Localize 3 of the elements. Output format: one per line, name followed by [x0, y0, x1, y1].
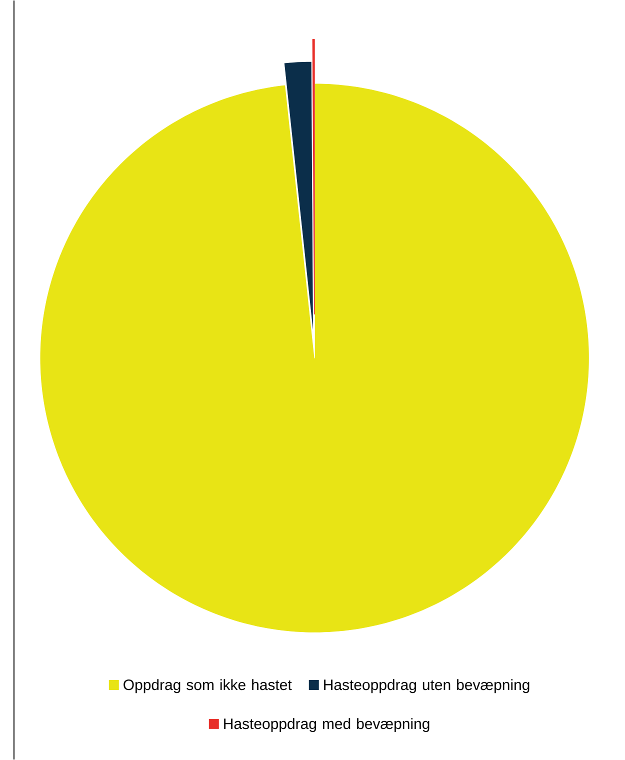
legend-label: Hasteoppdrag med bevæpning — [224, 718, 430, 732]
legend-label: Hasteoppdrag uten bevæpning — [324, 679, 530, 694]
legend-label: Oppdrag som ikke hastet — [124, 679, 292, 694]
